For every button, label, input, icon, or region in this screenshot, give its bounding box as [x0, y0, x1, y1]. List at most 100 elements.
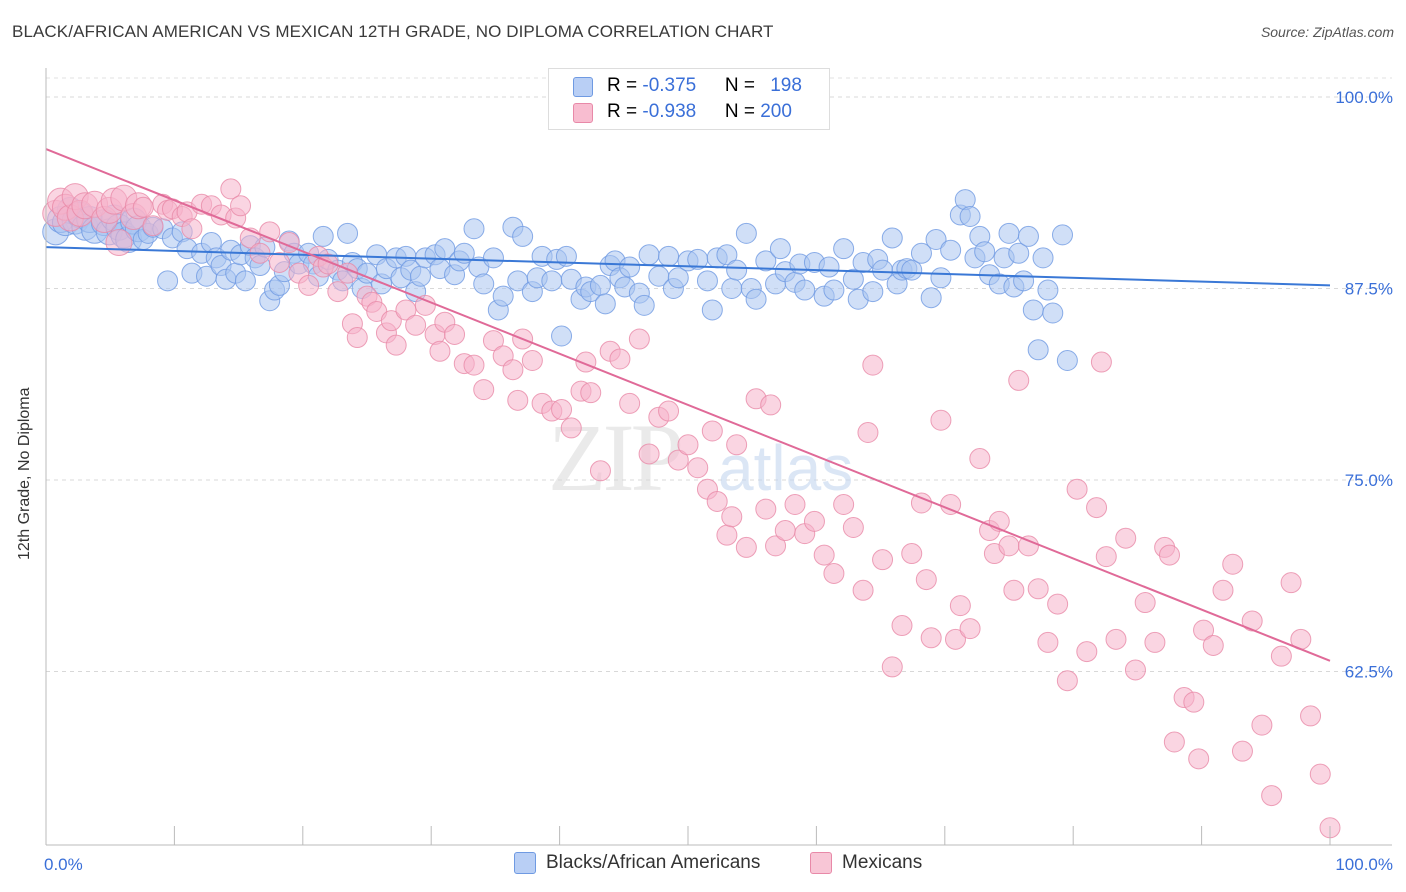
blacks-point-115	[721, 278, 743, 299]
blacks-point-144	[920, 287, 942, 309]
y-axis-label: 12th Grade, No Diploma	[16, 387, 33, 560]
mexicans-point-102	[852, 579, 874, 601]
mexicans-point-105	[872, 549, 894, 571]
blacks-point-147	[940, 239, 962, 261]
mexicans-point-121	[998, 535, 1020, 557]
blacks-point-116	[726, 259, 748, 281]
mexicans-point-55	[444, 323, 466, 345]
blacks-point-166	[1042, 302, 1064, 324]
mexicans-point-151	[1251, 714, 1273, 736]
mexicans-point-68	[560, 417, 582, 439]
blacks-point-83	[512, 225, 534, 247]
mexicans-point-156	[1300, 705, 1322, 727]
correlation-legend: R = -0.375 N = 198 R = -0.938 N = 200	[548, 68, 830, 130]
grid-lines	[46, 77, 1392, 672]
blacks-point-138	[881, 227, 903, 249]
mexicans-point-62	[507, 389, 529, 411]
blacks-point-101	[619, 256, 641, 278]
blacks-point-150	[959, 205, 981, 227]
blacks-point-165	[1037, 279, 1059, 301]
blacks-trend-line	[45, 246, 1331, 287]
mexicans-point-117	[969, 448, 991, 470]
mexicans-point-92	[760, 394, 782, 416]
mexicans-point-91	[755, 498, 777, 520]
mexicans-point-48	[385, 334, 407, 356]
mexicans-point-58	[473, 379, 495, 401]
mexicans-point-138	[1144, 631, 1166, 653]
mexicans-point-97	[803, 510, 825, 532]
blacks-point-162	[1022, 299, 1044, 321]
legend-n-value: 198	[770, 75, 802, 96]
mexicans-point-152	[1261, 785, 1283, 807]
blacks-point-87	[541, 270, 563, 292]
bottom-legend-label-mexicans: Mexicans	[842, 852, 923, 873]
blacks-point-95	[589, 274, 611, 296]
mexicans-point-81	[677, 434, 699, 456]
blacks-point-35	[234, 270, 256, 292]
mexicans-point-114	[945, 628, 966, 650]
mexicans-point-95	[784, 494, 806, 516]
mexicans-point-126	[1037, 631, 1059, 653]
legend-n-label: N =	[724, 101, 761, 122]
blacks-point-168	[1052, 224, 1073, 246]
mexicans-point-143	[1183, 691, 1205, 713]
mexicans-point-103	[857, 422, 879, 444]
mexicans-point-88	[726, 434, 748, 456]
mexicans-point-94	[774, 520, 796, 542]
mexicans-point-82	[687, 457, 709, 479]
mexicans-point-50	[405, 314, 427, 336]
mexicans-point-127	[1047, 593, 1069, 615]
mexicans-point-26	[220, 178, 242, 200]
blacks-point-111	[696, 270, 718, 292]
mexicans-point-53	[429, 340, 451, 362]
mexicans-point-32	[268, 251, 290, 273]
mexicans-point-86	[716, 524, 738, 546]
bottom-legend-blacks: Blacks/African Americans	[514, 852, 760, 874]
mexicans-point-149	[1231, 740, 1253, 762]
blacks-point-167	[1056, 350, 1078, 372]
mexicans-point-11	[105, 229, 133, 257]
mexicans-point-104	[862, 354, 884, 376]
mexicans-point-137	[1134, 592, 1156, 614]
mexicans-point-146	[1202, 634, 1224, 656]
blacks-point-104	[638, 244, 660, 266]
chart-title: BLACK/AFRICAN AMERICAN VS MEXICAN 12TH G…	[12, 22, 774, 41]
blacks-point-75	[463, 218, 485, 240]
mexicans-point-99	[823, 562, 845, 584]
blacks-point-160	[1013, 270, 1035, 292]
mexicans-point-84	[701, 420, 723, 442]
axes	[45, 68, 1392, 846]
blacks-point-120	[755, 250, 777, 272]
mexicans-point-112	[930, 409, 952, 431]
legend-row-pink: R = -0.938 N = 200	[607, 101, 792, 123]
blacks-point-131	[833, 238, 855, 260]
blacks-point-54	[337, 222, 359, 244]
blacks-point-108	[667, 267, 689, 289]
blacks-point-80	[492, 285, 514, 307]
mexicans-point-59	[482, 330, 504, 352]
legend-r-label: R =	[607, 75, 643, 96]
legend-swatch-pink	[573, 103, 593, 123]
mexicans-point-76	[628, 328, 650, 350]
mexicans-point-28	[230, 195, 252, 217]
blacks-point-117	[735, 222, 757, 244]
y-tick-label-0: 100.0%	[1335, 88, 1393, 107]
mexicans-trend-line	[45, 148, 1331, 662]
mexicans-point-129	[1066, 478, 1088, 500]
legend-row-blue: R = -0.375 N = 198	[607, 75, 802, 97]
mexicans-point-157	[1309, 763, 1331, 785]
legend-n-label: N =	[724, 75, 761, 96]
blacks-point-74	[453, 242, 475, 264]
mexicans-point-74	[609, 348, 631, 370]
mexicans-point-115	[949, 595, 971, 617]
y-tick-label-1: 87.5%	[1345, 280, 1393, 299]
mexicans-point-89	[735, 536, 757, 558]
legend-r-value: -0.938	[642, 101, 697, 122]
mexicans-point-71	[580, 382, 602, 404]
blacks-point-142	[901, 259, 923, 281]
mexicans-point-133	[1095, 546, 1117, 568]
mexicans-point-110	[915, 569, 937, 591]
mexicans-point-72	[589, 460, 611, 482]
mexicans-point-122	[1003, 579, 1025, 601]
mexicans-point-80	[667, 449, 689, 471]
